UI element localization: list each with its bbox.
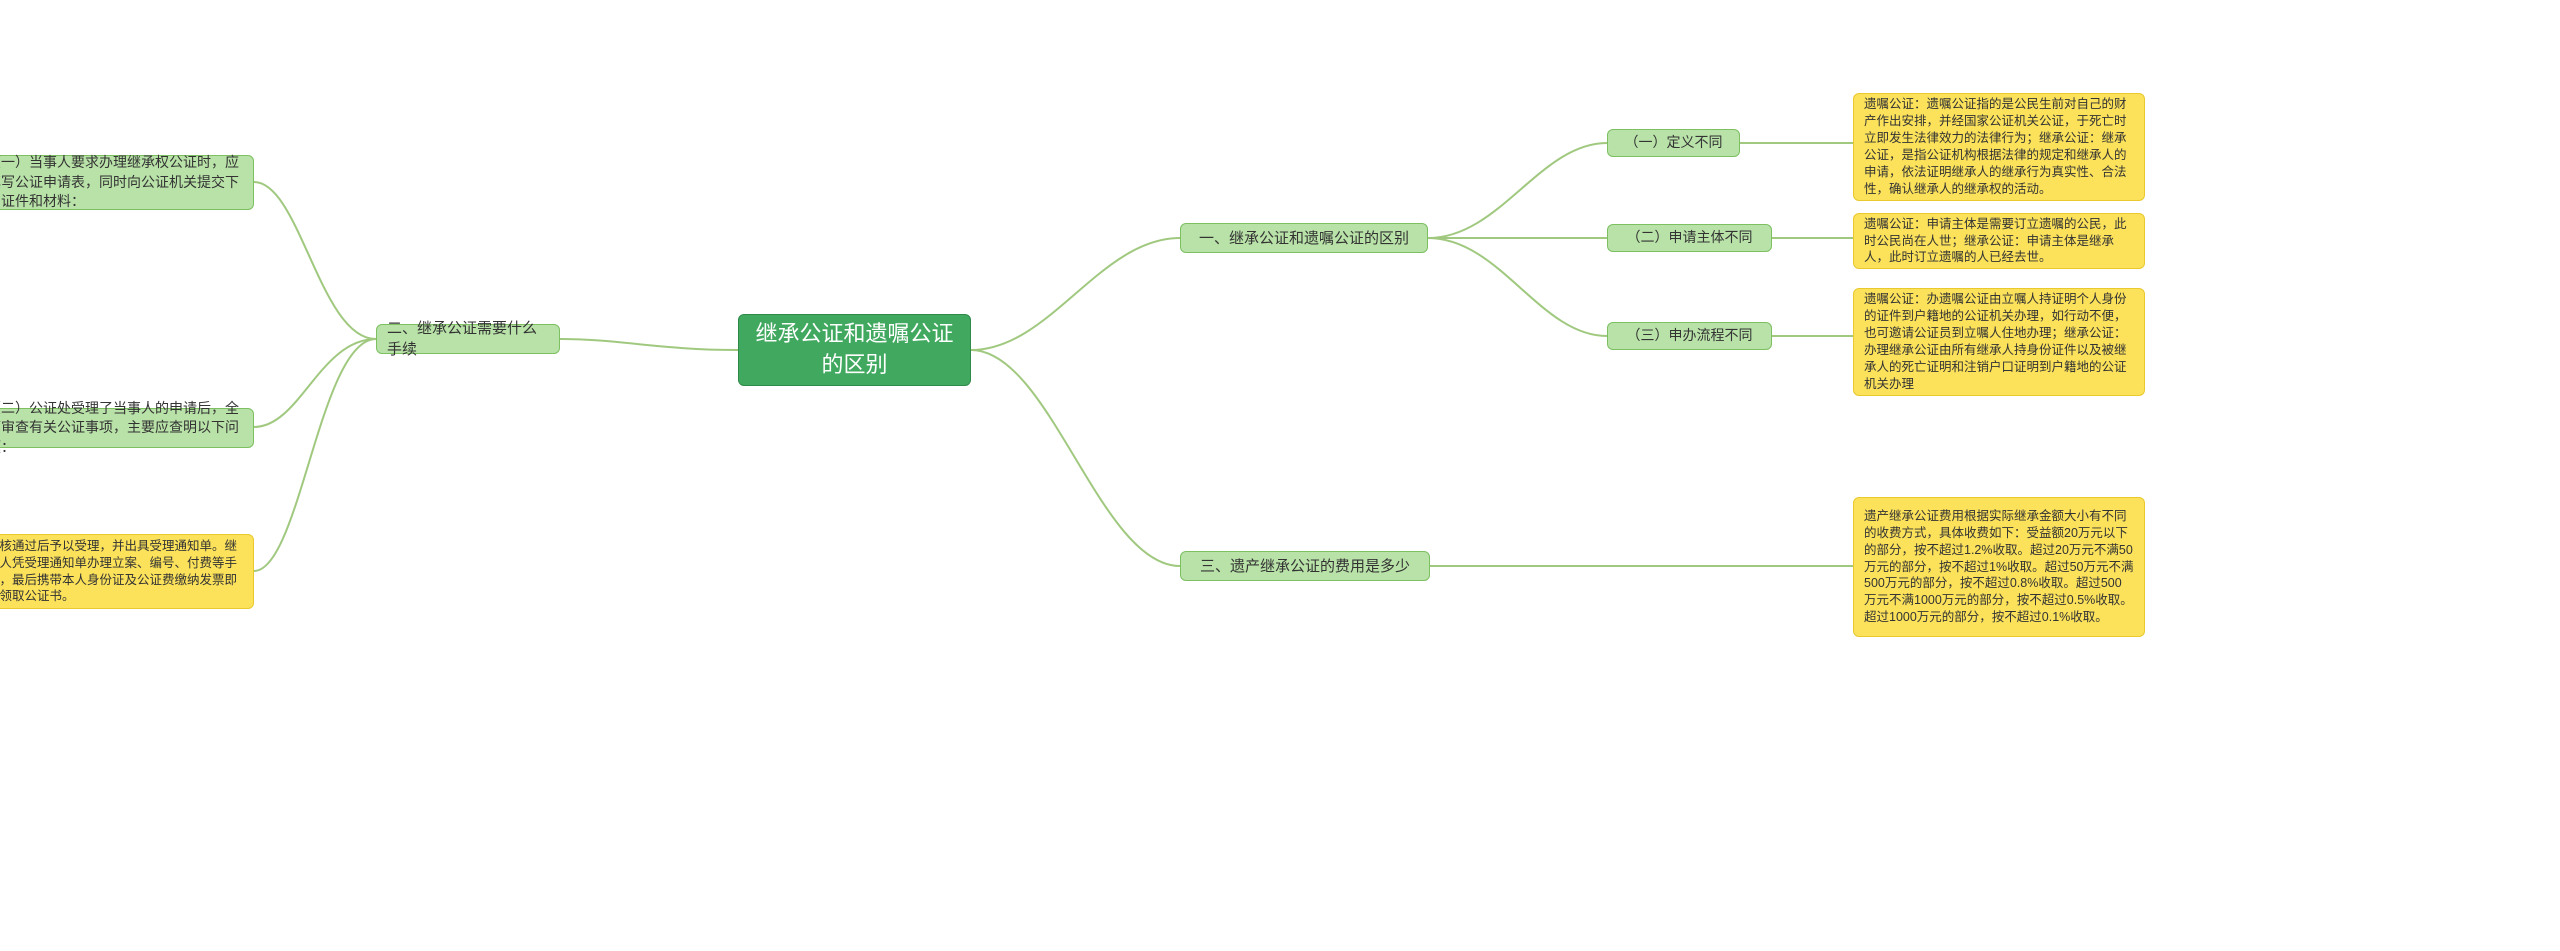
branch-2[interactable]: 二、继承公证需要什么手续 <box>376 324 560 354</box>
branch-2-child-3-leaf: 审核通过后予以受理，并出具受理通知单。继承人凭受理通知单办理立案、编号、付费等手… <box>0 534 254 609</box>
connectors <box>0 0 2560 951</box>
branch-1-child-3[interactable]: （三）申办流程不同 <box>1607 322 1772 350</box>
branch-1-child-1[interactable]: （一）定义不同 <box>1607 129 1740 157</box>
branch-3-leaf: 遗产继承公证费用根据实际继承金额大小有不同的收费方式，具体收费如下：受益额20万… <box>1853 497 2145 637</box>
branch-1-child-1-leaf: 遗嘱公证：遗嘱公证指的是公民生前对自己的财产作出安排，并经国家公证机关公证，于死… <box>1853 93 2145 201</box>
branch-2-child-1[interactable]: （一）当事人要求办理继承权公证时，应填写公证申请表，同时向公证机关提交下列证件和… <box>0 155 254 210</box>
branch-2-child-2[interactable]: （二）公证处受理了当事人的申请后，全面审查有关公证事项，主要应查明以下问题： <box>0 408 254 448</box>
branch-1-child-2-leaf: 遗嘱公证：申请主体是需要订立遗嘱的公民，此时公民尚在人世；继承公证：申请主体是继… <box>1853 213 2145 269</box>
branch-1[interactable]: 一、继承公证和遗嘱公证的区别 <box>1180 223 1428 253</box>
root-node[interactable]: 继承公证和遗嘱公证的区别 <box>738 314 971 386</box>
branch-1-child-2[interactable]: （二）申请主体不同 <box>1607 224 1772 252</box>
branch-3[interactable]: 三、遗产继承公证的费用是多少 <box>1180 551 1430 581</box>
branch-1-child-3-leaf: 遗嘱公证：办遗嘱公证由立嘱人持证明个人身份的证件到户籍地的公证机关办理，如行动不… <box>1853 288 2145 396</box>
